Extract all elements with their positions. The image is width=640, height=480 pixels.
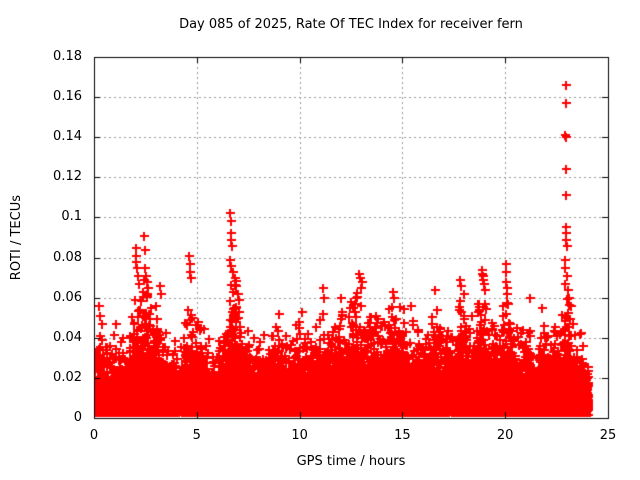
x-tick-label: 5 [192,428,201,443]
y-tick-label: 0.18 [53,49,82,64]
y-tick-label: 0.02 [53,369,82,385]
x-tick-label: 0 [89,428,99,443]
y-axis-label: ROTI / TECUs [8,194,24,281]
x-tick-label: 15 [394,428,411,443]
x-tick-label: 25 [599,428,617,443]
y-tick-label: 0.1 [61,209,82,225]
y-tick-label: 0 [73,410,82,425]
y-tick-label: 0.12 [53,169,82,185]
y-tick-label: 0.06 [53,289,82,305]
y-tick-label: 0.04 [53,329,82,345]
y-tick-label: 0.08 [53,249,82,265]
y-tick-label: 0.16 [53,89,82,105]
x-tick-label: 10 [291,428,308,443]
x-axis-label: GPS time / hours [296,454,406,469]
x-tick-label: 20 [496,428,514,443]
y-tick-label: 0.14 [53,129,82,145]
y-axis-label-wrap: ROTI / TECUs [4,57,28,418]
chart-title: Day 085 of 2025, Rate Of TEC Index for r… [179,17,523,32]
